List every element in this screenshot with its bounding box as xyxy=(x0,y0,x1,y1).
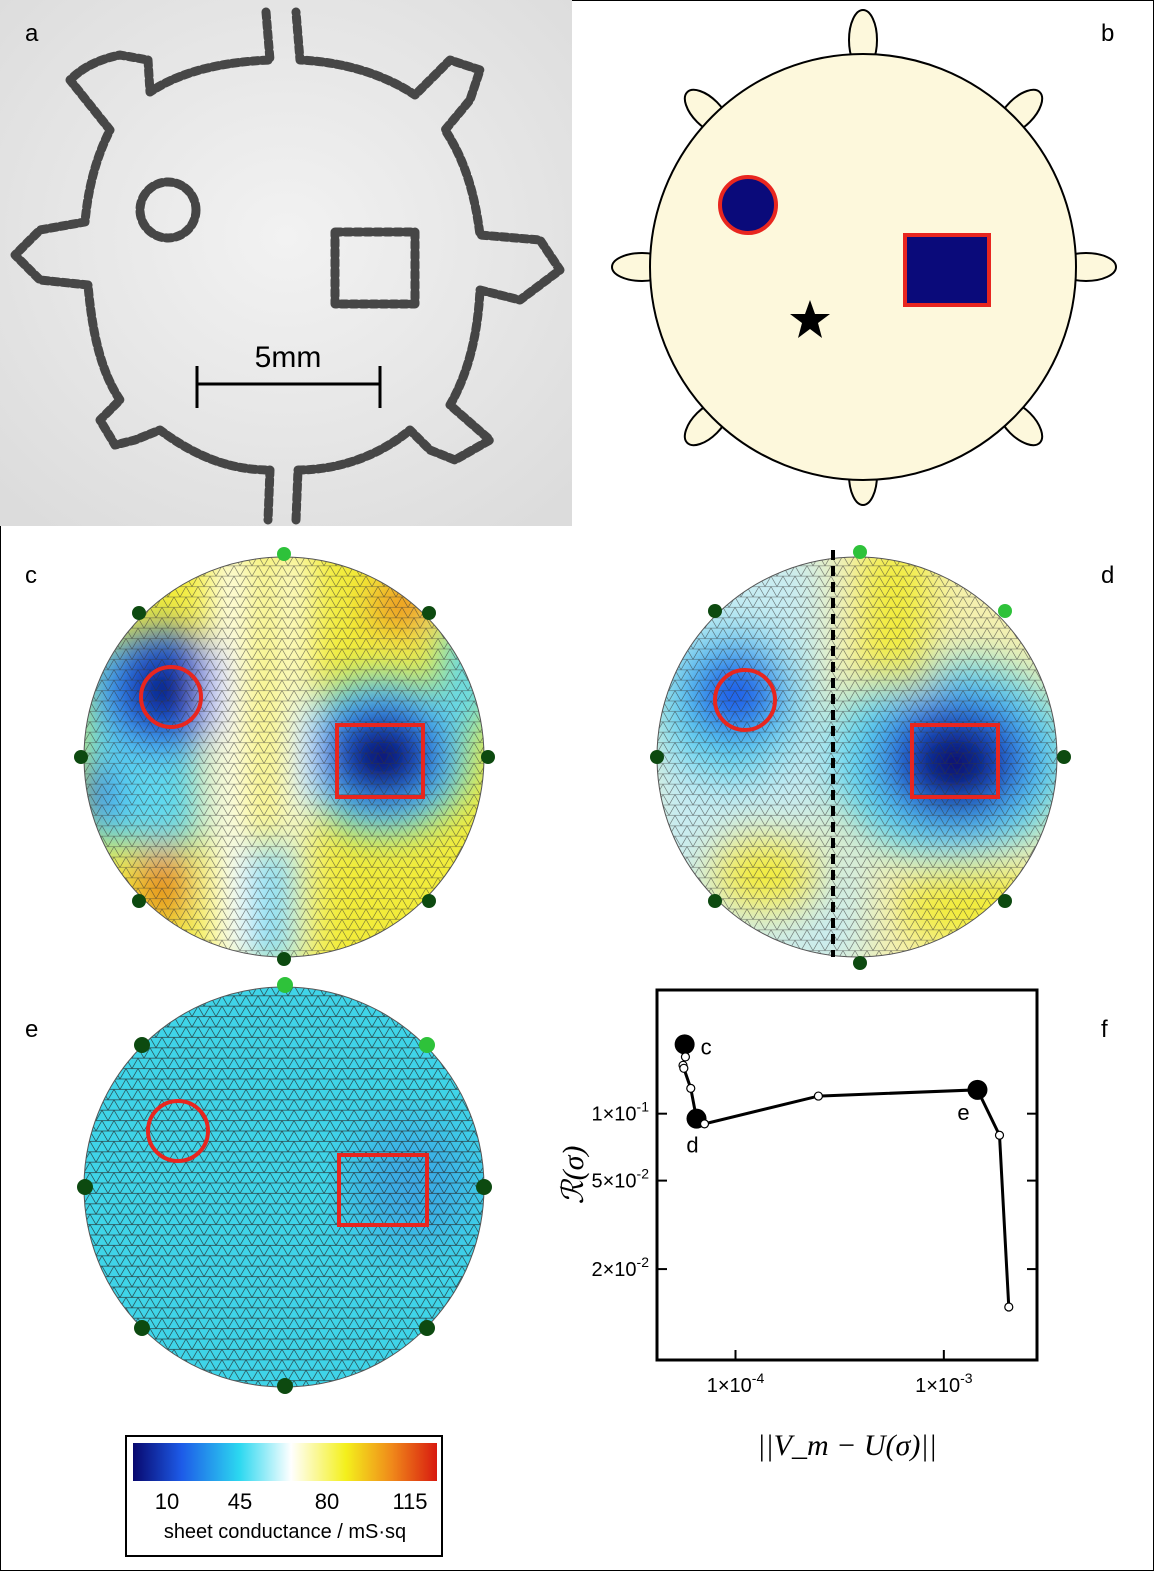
panel-d-square-outline xyxy=(910,723,1000,799)
data-point xyxy=(813,1091,824,1101)
colorbar-gradient xyxy=(133,1443,437,1481)
data-point xyxy=(699,1119,710,1129)
panel-label-e: e xyxy=(25,1016,39,1043)
data-point-e xyxy=(967,1079,988,1100)
data-point xyxy=(994,1130,1005,1140)
panel-e-circle-outline xyxy=(146,1099,210,1163)
colorbar-tick-80: 80 xyxy=(315,1489,339,1514)
panel-d-circle-outline xyxy=(713,668,777,732)
schematic-phantom-disk xyxy=(649,53,1077,481)
panel-c-circle-outline xyxy=(139,665,203,729)
colorbar-tick-45: 45 xyxy=(228,1489,252,1514)
data-label-c: c xyxy=(701,1034,712,1059)
colorbar-legend: 10 45 80 115 sheet conductance / mS·sq xyxy=(125,1435,443,1557)
x-tick-label: 1×10-3 xyxy=(915,1370,973,1397)
panel-e-square-outline xyxy=(337,1153,429,1227)
panel-label-b: b xyxy=(1101,20,1115,47)
chart-ylabel: ℛ(σ) xyxy=(557,1146,590,1205)
series-line xyxy=(681,1044,1011,1308)
colorbar-tick-10: 10 xyxy=(155,1489,179,1514)
data-point-c xyxy=(674,1034,695,1055)
panel-label-a: a xyxy=(25,20,39,47)
data-point xyxy=(686,1083,696,1093)
photo-square-inclusion xyxy=(330,227,420,309)
y-tick-label: 2×10-2 xyxy=(591,1254,649,1281)
panel-d-electrodes xyxy=(650,545,1071,970)
colorbar-title: sheet conductance / mS·sq xyxy=(164,1521,406,1543)
panel-label-c: c xyxy=(25,562,37,589)
panel-a-photo: 5mm xyxy=(0,0,572,526)
schematic-circle-inclusion xyxy=(718,175,778,235)
colorbar-tick-115: 115 xyxy=(392,1489,427,1514)
panel-c-electrodes xyxy=(74,547,495,966)
y-tick-label: 5×10-2 xyxy=(591,1166,649,1193)
chart-xlabel: ||V_m − U(σ)|| xyxy=(757,1429,937,1462)
panel-d-reconstruction xyxy=(650,545,1071,970)
panel-e-electrodes xyxy=(77,977,492,1394)
data-point xyxy=(680,1052,691,1062)
data-label-e: e xyxy=(957,1100,969,1125)
y-tick-label: 1×10-1 xyxy=(591,1099,649,1126)
x-tick-label: 1×10-4 xyxy=(707,1370,765,1397)
star-icon xyxy=(790,300,830,338)
scale-bar-label: 5mm xyxy=(255,341,322,374)
data-point xyxy=(679,1063,689,1073)
panel-f-chart: 1×10-4 1×10-31×10-15×10-22×10-2 cde ℛ(σ) … xyxy=(557,988,1039,1462)
panel-b-schematic xyxy=(611,9,1117,506)
photo-circle-inclusion xyxy=(135,177,201,243)
panel-label-d: d xyxy=(1101,562,1115,589)
photo-phantom-outline xyxy=(10,7,565,525)
data-label-d: d xyxy=(686,1133,698,1158)
chart-plot-frame xyxy=(655,988,1039,1362)
panel-label-f: f xyxy=(1101,1016,1108,1043)
data-point xyxy=(1004,1302,1014,1312)
panel-e-reconstruction xyxy=(77,977,492,1394)
panel-c-square-outline xyxy=(335,723,425,799)
schematic-square-inclusion xyxy=(903,233,991,307)
panel-c-reconstruction xyxy=(74,547,495,966)
